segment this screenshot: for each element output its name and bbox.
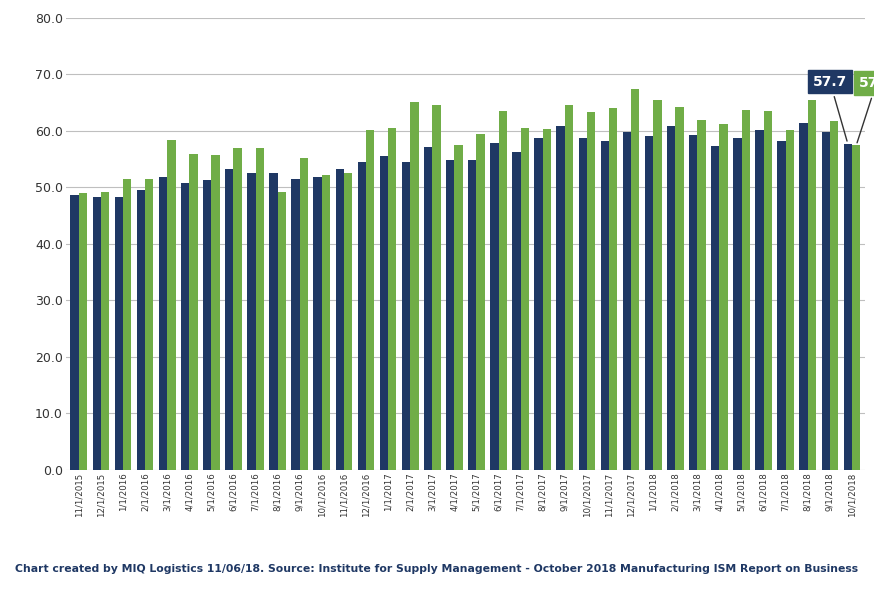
Bar (741, 110, 750, 470)
Bar (587, 112, 595, 470)
Bar (468, 160, 476, 470)
Bar (247, 173, 255, 470)
Bar (225, 169, 233, 470)
Bar (145, 179, 154, 470)
Bar (512, 152, 521, 470)
Bar (557, 126, 565, 470)
Bar (476, 134, 485, 470)
Bar (181, 183, 190, 470)
Bar (269, 173, 278, 470)
Bar (123, 179, 131, 470)
Bar (764, 111, 772, 470)
Bar (114, 197, 123, 470)
Bar (755, 129, 764, 470)
Bar (255, 148, 264, 470)
Bar (653, 100, 662, 470)
Bar (689, 135, 697, 470)
Text: Chart created by MIQ Logistics 11/06/18. Source: Institute for Supply Management: Chart created by MIQ Logistics 11/06/18.… (16, 564, 858, 574)
Bar (667, 126, 676, 470)
Bar (534, 138, 543, 470)
Bar (357, 162, 366, 470)
Bar (843, 144, 852, 470)
Bar (822, 132, 830, 470)
Bar (291, 179, 300, 470)
Bar (600, 141, 609, 470)
Bar (800, 124, 808, 470)
Bar (676, 107, 683, 470)
Bar (159, 177, 167, 470)
Bar (609, 108, 617, 470)
Bar (388, 128, 397, 470)
Bar (622, 132, 631, 470)
Bar (167, 141, 176, 470)
Bar (203, 180, 212, 470)
Bar (498, 111, 507, 470)
Bar (808, 100, 816, 470)
Bar (136, 190, 145, 470)
Bar (830, 121, 838, 470)
Bar (278, 192, 286, 470)
Bar (322, 176, 330, 470)
Bar (733, 138, 741, 470)
Bar (343, 173, 352, 470)
Bar (645, 136, 653, 470)
Bar (300, 158, 309, 470)
Bar (336, 169, 343, 470)
Text: 57.7: 57.7 (813, 74, 847, 141)
Bar (579, 138, 587, 470)
Bar (543, 129, 551, 470)
Bar (446, 160, 454, 470)
Bar (314, 177, 322, 470)
Bar (379, 156, 388, 470)
Bar (711, 146, 719, 470)
Bar (631, 89, 640, 470)
Text: 57.4: 57.4 (857, 76, 874, 143)
Bar (101, 192, 109, 470)
Bar (190, 154, 198, 470)
Bar (565, 105, 573, 470)
Bar (777, 141, 786, 470)
Bar (233, 148, 242, 470)
Bar (366, 129, 374, 470)
Bar (490, 143, 498, 470)
Bar (521, 128, 529, 470)
Bar (93, 197, 101, 470)
Bar (719, 124, 728, 470)
Bar (424, 147, 433, 470)
Bar (212, 155, 219, 470)
Bar (454, 145, 462, 470)
Bar (71, 195, 79, 470)
Bar (852, 145, 860, 470)
Bar (410, 102, 419, 470)
Bar (402, 162, 410, 470)
Bar (433, 105, 440, 470)
Bar (786, 129, 794, 470)
Bar (79, 193, 87, 470)
Bar (697, 120, 706, 470)
